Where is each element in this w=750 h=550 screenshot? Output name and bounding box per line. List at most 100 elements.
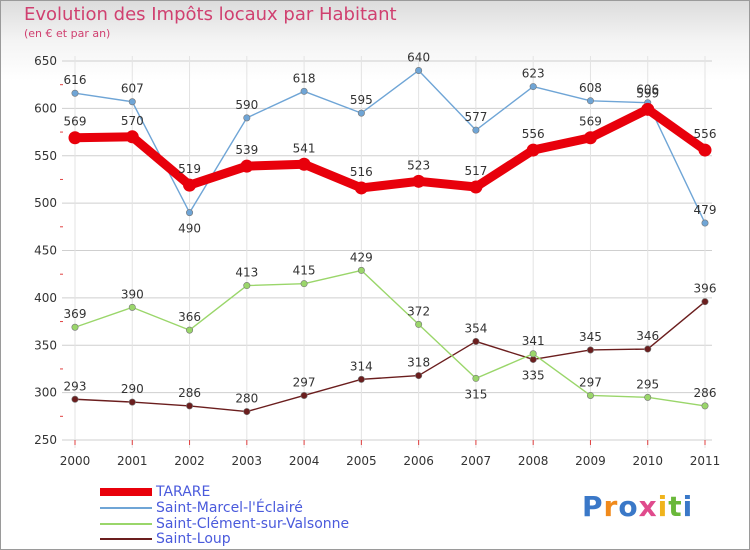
data-point — [300, 280, 308, 288]
x-tick-label: 2007 — [461, 454, 492, 468]
data-label: 570 — [121, 114, 144, 128]
data-label: 335 — [522, 368, 545, 382]
data-point — [586, 97, 594, 105]
legend-item: Saint-Marcel-l'Éclairé — [100, 500, 303, 516]
data-label: 290 — [121, 382, 144, 396]
data-point — [644, 393, 652, 401]
data-label: 616 — [64, 73, 87, 87]
data-label: 345 — [579, 330, 602, 344]
legend-label: Saint-Loup — [156, 531, 231, 547]
data-point — [415, 320, 423, 328]
series-line — [74, 269, 706, 407]
data-label: 623 — [522, 67, 545, 81]
data-point — [701, 402, 709, 410]
data-label: 314 — [350, 359, 373, 373]
data-point — [412, 174, 426, 188]
data-point — [583, 131, 597, 145]
data-point — [529, 83, 537, 91]
data-label: 366 — [178, 310, 201, 324]
data-label: 595 — [350, 93, 373, 107]
data-label: 354 — [464, 321, 487, 335]
data-label: 413 — [235, 266, 258, 280]
data-label: 295 — [636, 377, 659, 391]
logo-letter: x — [638, 490, 658, 523]
data-label: 390 — [121, 287, 144, 301]
chart-subtitle: (en € et par an) — [24, 27, 111, 40]
x-tick-label: 2003 — [232, 454, 263, 468]
data-point — [415, 66, 423, 74]
data-point — [586, 346, 594, 354]
x-tick-label: 2004 — [289, 454, 320, 468]
data-label: 606 — [636, 83, 659, 97]
data-point — [469, 180, 483, 194]
legend-swatch — [100, 507, 152, 509]
data-label: 569 — [579, 115, 602, 129]
legend-item: Saint-Clément-sur-Valsonne — [100, 516, 349, 532]
data-label: 539 — [235, 143, 258, 157]
logo-letter: t — [668, 490, 683, 523]
x-tick-label: 2000 — [60, 454, 91, 468]
data-point — [243, 408, 251, 416]
x-tick-label: 2005 — [346, 454, 377, 468]
data-point — [357, 109, 365, 117]
logo-letter: r — [603, 490, 619, 523]
data-point — [472, 374, 480, 382]
data-point — [71, 395, 79, 403]
legend-label: TARARE — [156, 484, 211, 500]
data-label: 541 — [293, 141, 316, 155]
data-point — [71, 323, 79, 331]
y-tick-label: 250 — [34, 433, 57, 447]
data-label: 429 — [350, 250, 373, 264]
data-point — [71, 89, 79, 97]
y-tick-label: 400 — [34, 291, 57, 305]
data-point — [300, 391, 308, 399]
data-point — [641, 102, 655, 116]
data-label: 599 — [636, 86, 659, 100]
data-point — [300, 87, 308, 95]
data-point — [183, 178, 197, 192]
data-point — [128, 98, 136, 106]
x-tick-label: 2002 — [174, 454, 205, 468]
legend-swatch — [100, 488, 152, 496]
y-tick-label: 550 — [34, 149, 57, 163]
logo-letter: o — [618, 490, 639, 523]
legend-item: Saint-Loup — [100, 531, 231, 547]
logo-letter: i — [657, 490, 669, 523]
data-point — [68, 131, 82, 145]
data-label: 523 — [407, 158, 430, 172]
data-point — [128, 398, 136, 406]
data-point — [701, 298, 709, 306]
data-label: 286 — [178, 386, 201, 400]
data-point — [186, 402, 194, 410]
data-point — [128, 303, 136, 311]
series-line — [74, 69, 706, 224]
data-label: 346 — [636, 329, 659, 343]
x-tick-label: 2009 — [575, 454, 606, 468]
data-label: 315 — [464, 387, 487, 401]
legend-label: Saint-Marcel-l'Éclairé — [156, 500, 303, 516]
data-label: 415 — [293, 264, 316, 278]
data-point — [125, 130, 139, 144]
legend-item: TARARE — [100, 484, 210, 500]
data-label: 318 — [407, 356, 430, 370]
x-tick-label: 2001 — [117, 454, 148, 468]
data-label: 516 — [350, 165, 373, 179]
data-label: 479 — [694, 203, 717, 217]
data-point — [644, 345, 652, 353]
series-line — [74, 300, 706, 413]
data-label: 396 — [694, 282, 717, 296]
x-tick-label: 2006 — [403, 454, 434, 468]
y-tick-label: 450 — [34, 244, 57, 258]
data-label: 618 — [293, 71, 316, 85]
x-tick-label: 2011 — [690, 454, 721, 468]
data-label: 286 — [694, 386, 717, 400]
data-point — [472, 126, 480, 134]
data-label: 297 — [293, 375, 316, 389]
y-tick-label: 350 — [34, 338, 57, 352]
data-label: 590 — [235, 98, 258, 112]
data-point — [354, 181, 368, 195]
logo-letter: P — [582, 490, 604, 523]
x-tick-label: 2008 — [518, 454, 549, 468]
